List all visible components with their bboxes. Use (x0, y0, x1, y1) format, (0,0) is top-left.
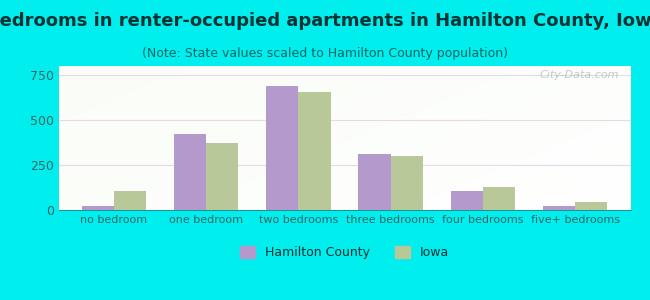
Text: Bedrooms in renter-occupied apartments in Hamilton County, Iowa: Bedrooms in renter-occupied apartments i… (0, 12, 650, 30)
Bar (358, 154, 391, 210)
Text: (Note: State values scaled to Hamilton County population): (Note: State values scaled to Hamilton C… (142, 46, 508, 59)
Bar (483, 187, 515, 210)
Bar (298, 92, 331, 210)
Bar (206, 142, 239, 210)
Legend: Hamilton County, Iowa: Hamilton County, Iowa (235, 241, 454, 264)
Bar (391, 156, 423, 210)
Bar (174, 134, 206, 210)
Bar (450, 191, 483, 210)
Bar (81, 206, 114, 210)
Bar (114, 191, 146, 210)
Bar (266, 86, 298, 210)
Text: City-Data.com: City-Data.com (540, 70, 619, 80)
Bar (575, 202, 608, 210)
Bar (543, 206, 575, 210)
